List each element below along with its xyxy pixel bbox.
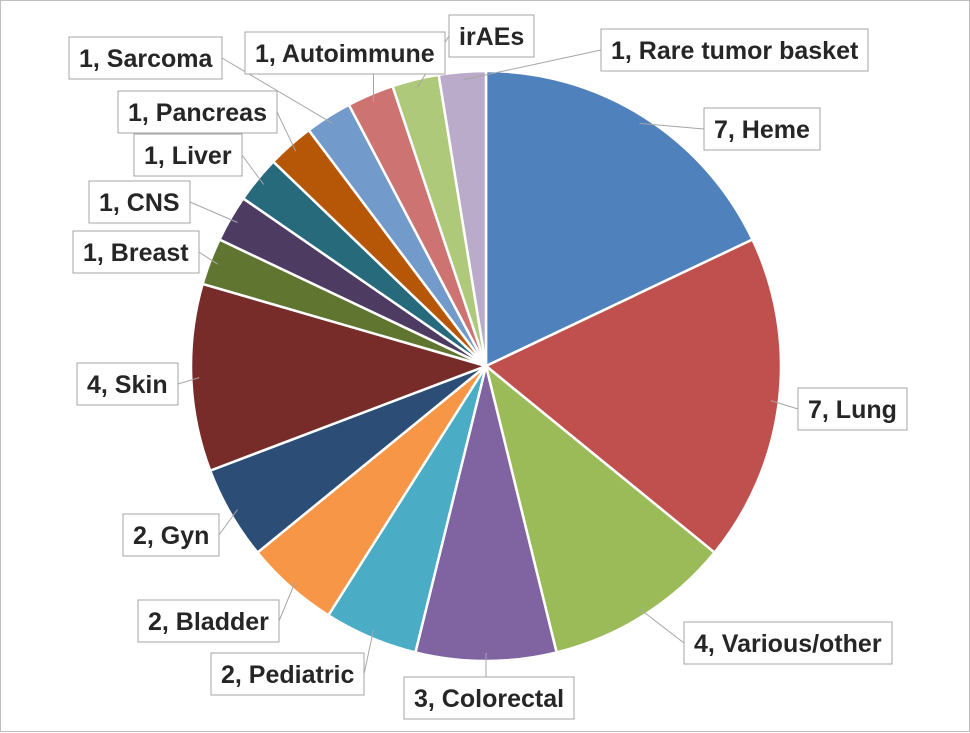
leader-line-breast: [198, 251, 218, 265]
leader-line-various-other: [639, 608, 685, 644]
data-label-breast: 1, Breast: [83, 239, 189, 267]
pie-slice-lung: [484, 238, 783, 554]
data-label-box-liver: [133, 133, 243, 177]
pie-slices: [189, 69, 783, 663]
data-label-rare-tumor-basket: 1, Rare tumor basket: [611, 37, 859, 65]
data-label-cns: 1, CNS: [99, 189, 180, 217]
leader-line-heme: [639, 122, 705, 130]
data-label-pediatric: 2, Pediatric: [221, 661, 354, 689]
data-label-box-gyn: [122, 513, 220, 557]
data-label-box-sarcoma: [68, 36, 223, 80]
data-label-lung: 7, Lung: [808, 396, 897, 424]
data-label-box-rare-tumor-basket: [600, 28, 869, 72]
data-label-liver: 1, Liver: [144, 142, 232, 170]
data-label-box-breast: [72, 230, 200, 274]
data-label-box-autoimmune: [244, 31, 446, 75]
leader-line-lung: [770, 400, 799, 410]
data-label-various-other: 4, Various/other: [694, 630, 882, 658]
data-label-box-pediatric: [210, 652, 365, 696]
data-label-box-heme: [703, 107, 821, 151]
leader-line-bladder: [278, 580, 297, 622]
data-label-autoimmune: 1, Autoimmune: [255, 40, 435, 68]
leader-line-cns: [189, 201, 238, 223]
data-label-box-various-other: [683, 621, 893, 665]
leader-line-skin: [177, 377, 200, 385]
data-label-box-skin: [76, 362, 179, 406]
leader-line-rare-tumor-basket: [462, 49, 602, 81]
data-label-gyn: 2, Gyn: [133, 522, 209, 550]
leader-line-liver: [241, 154, 265, 185]
data-label-pancreas: 1, Pancreas: [128, 99, 267, 127]
data-label-box-lung: [797, 387, 908, 431]
data-label-sarcoma: 1, Sarcoma: [79, 45, 214, 73]
data-label-box-bladder: [137, 599, 280, 643]
pie-slice-skin: [189, 282, 488, 472]
pie-slice-various-other: [484, 364, 716, 654]
data-label-box-iraes: [448, 14, 535, 58]
data-label-bladder: 2, Bladder: [148, 608, 269, 636]
data-label-iraes: irAEs: [459, 23, 524, 51]
data-label-box-colorectal: [403, 676, 575, 720]
data-labels: 7, Heme 7, Lung 4, Various/other 3, Colorec…: [68, 14, 908, 720]
data-label-colorectal: 3, Colorectal: [414, 685, 564, 713]
data-label-skin: 4, Skin: [87, 371, 168, 399]
pie-slice-heme: [484, 69, 754, 368]
pie-slice-rare-tumor-basket: [437, 69, 488, 368]
data-label-box-cns: [88, 180, 191, 224]
leader-line-pancreas: [276, 111, 297, 152]
data-label-box-pancreas: [117, 90, 278, 134]
data-label-heme: 7, Heme: [714, 116, 810, 144]
leader-line-gyn: [218, 509, 238, 536]
leader-line-pediatric: [363, 629, 374, 675]
